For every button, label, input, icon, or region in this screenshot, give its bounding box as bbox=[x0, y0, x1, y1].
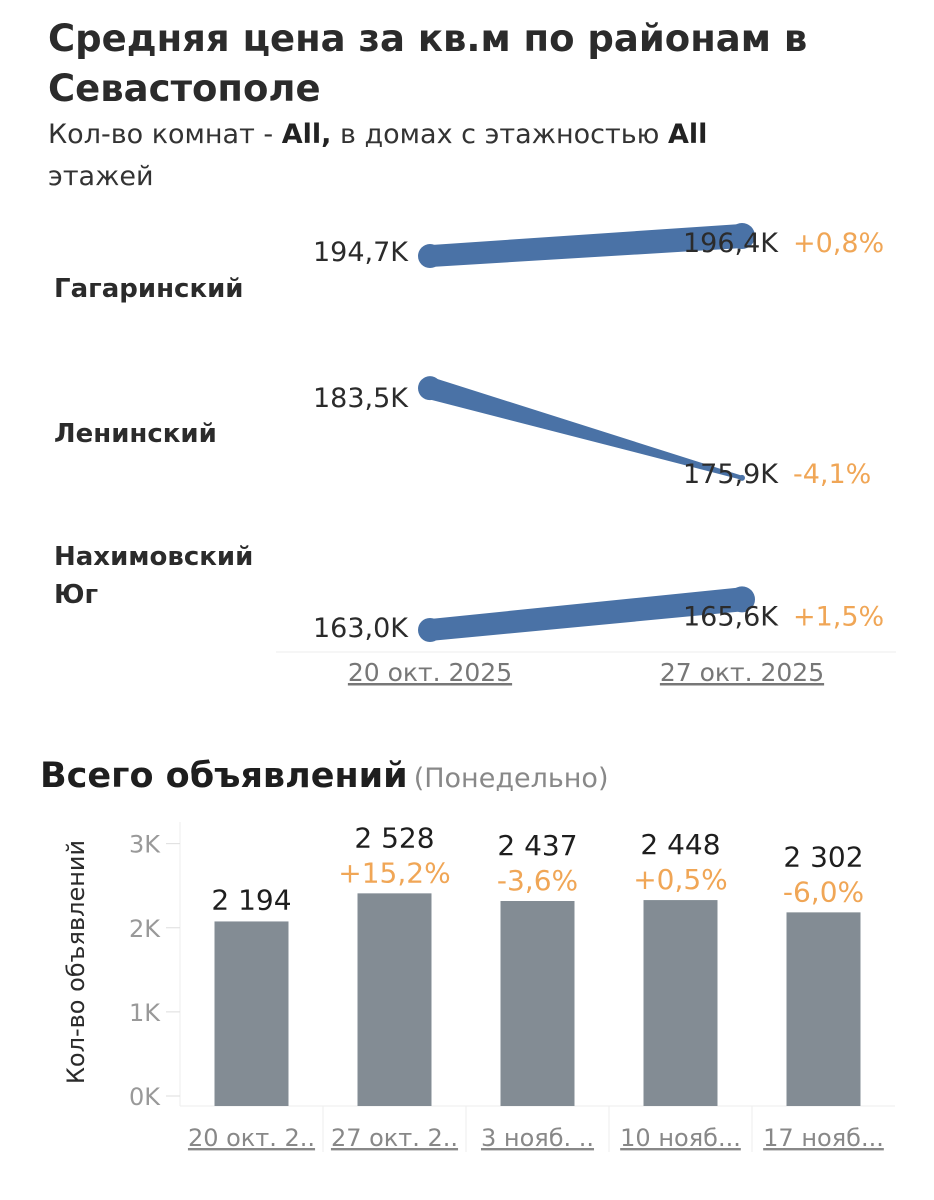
series-point-end-1[interactable] bbox=[729, 223, 755, 249]
district-label-leninsky: Ленинский bbox=[54, 419, 217, 449]
change-label-3: +1,5% bbox=[793, 601, 884, 632]
y-tick-label: 2K bbox=[129, 915, 161, 943]
x-category-label-2[interactable]: 27 окт. 2.. bbox=[331, 1124, 458, 1152]
series-point-end-2[interactable] bbox=[739, 474, 745, 481]
bar-chart-title-text: Всего объявлений bbox=[40, 756, 408, 796]
floors-suffix: этажей bbox=[48, 161, 154, 192]
series-band-2[interactable] bbox=[427, 377, 743, 480]
x-category-label-5[interactable]: 17 нояб... bbox=[763, 1124, 884, 1152]
chart-subtitle: Кол-во комнат - All, в домах с этажность… bbox=[48, 114, 848, 198]
end-value-label-1: 196,4K bbox=[683, 228, 779, 259]
bar-1[interactable] bbox=[214, 921, 289, 1106]
bar-value-label-3: 2 437 bbox=[497, 829, 577, 862]
page-title: Средняя цена за кв.м по районам в Севаст… bbox=[48, 17, 808, 110]
x-category-label-1[interactable]: 20 окт. 2.. bbox=[188, 1124, 315, 1152]
series-point-start-1[interactable] bbox=[418, 244, 442, 269]
rooms-prefix: Кол-во комнат - bbox=[48, 119, 282, 150]
x-category-label-3[interactable]: 3 нояб. .. bbox=[481, 1124, 594, 1152]
floors-filter-value[interactable]: All bbox=[667, 119, 708, 150]
bar-chart-title-note: (Понедельно) bbox=[413, 763, 609, 794]
y-tick-label: 3K bbox=[129, 831, 161, 859]
bar-value-label-5: 2 302 bbox=[783, 840, 863, 873]
series-point-start-3[interactable] bbox=[418, 618, 442, 642]
y-tick-label: 1K bbox=[129, 999, 161, 1027]
series-band-1[interactable] bbox=[429, 224, 743, 267]
bar-change-label-4: +0,5% bbox=[633, 863, 728, 896]
series-point-end-3[interactable] bbox=[729, 586, 755, 613]
y-tick-label: 0K bbox=[129, 1083, 161, 1111]
start-value-label-3: 163,0K bbox=[313, 613, 409, 644]
bar-3[interactable] bbox=[500, 901, 575, 1106]
district-label-nakhimovsky: Нахимовский Юг bbox=[54, 542, 254, 610]
bar-4[interactable] bbox=[643, 900, 718, 1106]
start-value-label-2: 183,5K bbox=[313, 383, 409, 414]
bar-value-label-4: 2 448 bbox=[640, 828, 720, 861]
x-tick-date-2[interactable]: 27 окт. 2025 bbox=[660, 658, 824, 687]
x-category-label-4[interactable]: 10 нояб... bbox=[620, 1124, 741, 1152]
change-label-2: -4,1% bbox=[793, 459, 871, 490]
floors-prefix: в домах с этажностью bbox=[331, 119, 668, 150]
x-tick-date-1[interactable]: 20 окт. 2025 bbox=[348, 658, 512, 687]
end-value-label-3: 165,6K bbox=[683, 601, 779, 632]
bar-value-label-2: 2 528 bbox=[354, 821, 434, 854]
series-point-start-2[interactable] bbox=[418, 376, 442, 401]
bar-5[interactable] bbox=[786, 912, 861, 1106]
bar-chart-title: Всего объявлений (Понедельно) bbox=[40, 756, 608, 796]
end-value-label-2: 175,9K bbox=[683, 459, 779, 490]
slope-chart: 194,7K 196,4K +0,8% 183,5K 175,9K -4,1% 163,0K… bbox=[276, 223, 896, 687]
bar-change-label-2: +15,2% bbox=[338, 856, 450, 889]
bar-change-label-3: -3,6% bbox=[497, 864, 578, 897]
district-label-gagarinsky: Гагаринский bbox=[54, 274, 244, 304]
rooms-filter-value[interactable]: All, bbox=[281, 119, 332, 150]
bar-value-label-1: 2 194 bbox=[211, 883, 291, 916]
start-value-label-1: 194,7K bbox=[313, 237, 409, 268]
change-label-1: +0,8% bbox=[793, 228, 884, 259]
bar-2[interactable] bbox=[357, 893, 432, 1106]
series-band-3[interactable] bbox=[428, 587, 744, 641]
bar-change-label-5: -6,0% bbox=[783, 875, 864, 908]
